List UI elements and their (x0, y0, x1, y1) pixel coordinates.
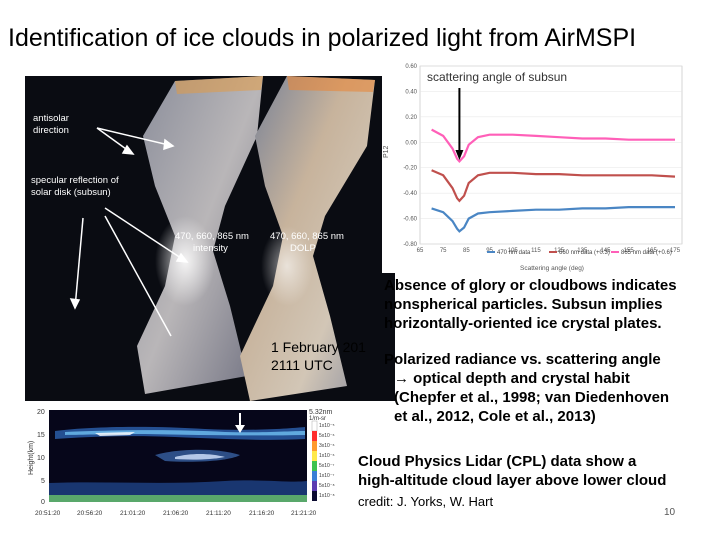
legend-label: 470 nm data (497, 250, 531, 256)
chart-xtick: 75 (440, 248, 447, 254)
lidar-ytick-0: 0 (41, 499, 45, 506)
lidar-xtick: 21:16:20 (249, 510, 275, 517)
time-line: 2111 UTC (271, 357, 333, 373)
date-label: 1 February 201 2111 UTC (271, 338, 366, 374)
chart-ytick: -0.40 (403, 191, 417, 197)
series-line-0 (431, 206, 675, 233)
chart-ytick: -0.80 (403, 242, 417, 248)
chart-ytick: -0.60 (403, 217, 417, 223)
series-line-2 (431, 128, 675, 164)
lidar-xtick: 21:21:20 (291, 510, 317, 517)
lidar-ytick-5: 5 (41, 478, 45, 485)
legend-label: 660 nm data (+0.3) (559, 250, 610, 256)
chart-xtick: 145 (600, 248, 611, 254)
radiance-line-1: Polarized radiance vs. scattering angle (384, 351, 661, 368)
glory-explanation: Absence of glory or cloudbows indicates … (384, 277, 677, 332)
chart-xtick: 115 (531, 248, 541, 254)
label-dolp-1: 470, 660, 865 nm (270, 231, 344, 242)
label-subsun-2: solar disk (subsun) (31, 187, 111, 198)
colorbar-tick: 3x10⁻⁶ (319, 443, 335, 449)
page-number: 10 (664, 507, 676, 518)
cpl-line-2: high-altitude cloud layer above lower cl… (358, 472, 667, 489)
label-dolp-2: DOLP (290, 243, 316, 254)
colorbar-title-2: 1/m-sr (309, 416, 326, 422)
label-antisolar-1: antisolar (33, 113, 69, 124)
lidar-ytick-15: 15 (37, 432, 45, 439)
chart-xtick: 135 (577, 248, 588, 254)
lidar-xtick: 21:06:20 (163, 510, 189, 517)
colorbar-tick: 5x10⁻⁷ (319, 463, 334, 469)
chart-xtick: 85 (463, 248, 470, 254)
polarized-radiance-note: Polarized radiance vs. scattering angle … (384, 350, 714, 426)
chart-xtick: 105 (508, 248, 519, 254)
chart-ytick: 0.60 (405, 64, 417, 70)
label-intensity-2: intensity (193, 243, 228, 254)
lidar-xtick: 20:56:20 (77, 510, 103, 517)
credit-line: credit: J. Yorks, W. Hart (358, 494, 494, 509)
polarization-chart: 0.60 0.40 0.20 0.00 -0.20 -0.40 -0.60 -0.80 65 7… (382, 58, 702, 273)
chart-xtick: 125 (554, 248, 565, 254)
cpl-line-1: Cloud Physics Lidar (CPL) data show a (358, 453, 637, 470)
radiance-line-2: → optical depth and crystal habit (394, 370, 630, 387)
colorbar-tick: 1x10⁻⁵ (319, 423, 335, 429)
chart-ytick: -0.20 (403, 166, 417, 172)
subsun-annotation: scattering angle of subsun (427, 70, 567, 84)
lidar-xtick: 21:11:20 (206, 510, 231, 517)
radiance-line-4: et al., 2012, Cole et al., 2013) (394, 408, 596, 425)
lidar-colorbar (311, 420, 318, 501)
chart-xlabel: Scattering angle (deg) (520, 265, 584, 272)
airmspi-image: antisolar direction specular reflection … (25, 76, 395, 401)
chart-ytick: 0.20 (405, 115, 417, 121)
radiance-line-3: (Chepfer et al., 1998; van Diedenhoven (394, 389, 670, 406)
label-subsun-1: specular reflection of (31, 175, 119, 186)
legend-label: 865 nm data (+0.6) (621, 250, 672, 256)
cpl-lidar-image: Height(km) 20 15 10 5 0 20:51:20 20:56:2… (25, 405, 350, 520)
lidar-ytick-10: 10 (37, 455, 45, 462)
chart-ytick: 0.00 (405, 140, 417, 146)
chart-xtick: 165 (647, 248, 658, 254)
label-intensity-1: 470, 660, 865 nm (175, 231, 249, 242)
date-line: 1 February 201 (271, 339, 366, 355)
lidar-xtick: 20:51:20 (35, 510, 61, 517)
colorbar-tick: 5x10⁻⁸ (319, 483, 335, 489)
colorbar-tick: 5x10⁻⁶ (319, 433, 335, 439)
colorbar-tick: 1x10⁻⁶ (319, 453, 335, 459)
colorbar-title-1: 5.32nm (309, 409, 333, 416)
dolp-strip (240, 76, 375, 401)
cpl-description: Cloud Physics Lidar (CPL) data show a hi… (358, 452, 708, 490)
lidar-ylabel: Height(km) (28, 441, 35, 475)
series-line-1 (431, 169, 676, 203)
chart-xtick: 155 (624, 248, 635, 254)
lidar-ytick-20: 20 (37, 409, 45, 416)
chart-xtick: 175 (670, 248, 681, 254)
colorbar-tick: 1x10⁻⁷ (319, 473, 334, 479)
chart-ytick: 0.40 (405, 89, 417, 95)
label-antisolar-2: direction (33, 125, 69, 136)
colorbar-tick: 1x10⁻⁸ (319, 493, 335, 499)
subsun-arrow (455, 88, 464, 160)
lidar-xtick: 21:01:20 (120, 510, 146, 517)
chart-ylabel: P12 (383, 145, 390, 158)
chart-xtick: 65 (417, 248, 424, 254)
slide-title: Identification of ice clouds in polarize… (8, 24, 637, 52)
